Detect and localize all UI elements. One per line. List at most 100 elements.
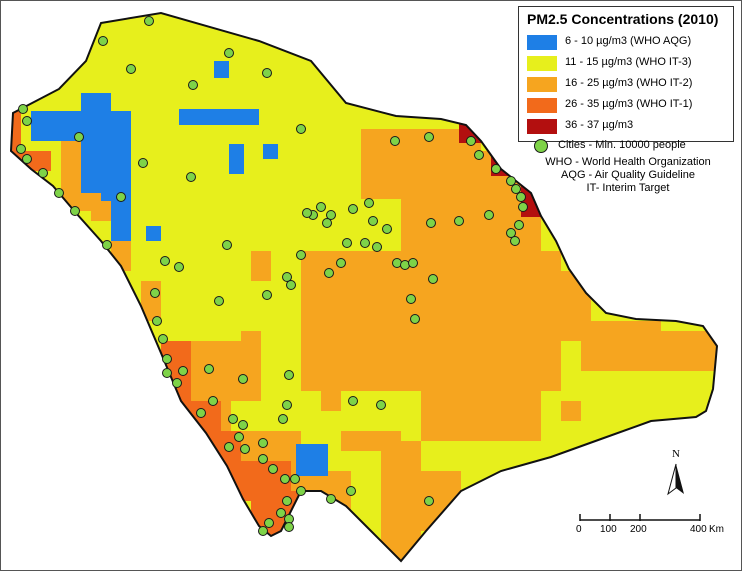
city-marker (296, 124, 306, 134)
city-marker (178, 366, 188, 376)
city-marker (382, 224, 392, 234)
scale-bar: 0 100 200 400 Km (572, 512, 732, 542)
city-marker (258, 454, 268, 464)
city-marker (510, 236, 520, 246)
legend-item-aqg: 6 - 10 µg/m3 (WHO AQG) (525, 33, 730, 51)
abbreviations-note: WHO - World Health Organization AQG - Ai… (528, 156, 728, 195)
city-marker (296, 486, 306, 496)
legend-swatch (527, 77, 557, 92)
city-marker (511, 184, 521, 194)
legend-label: 11 - 15 µg/m3 (WHO IT-3) (565, 56, 692, 68)
country-outline (9, 11, 719, 563)
city-marker (424, 132, 434, 142)
city-marker (408, 258, 418, 268)
legend-item-max: 36 - 37 µg/m3 (525, 117, 730, 135)
city-marker (390, 136, 400, 146)
cities-layer (16, 16, 528, 536)
scale-bar-graphic (579, 514, 701, 521)
city-marker (426, 218, 436, 228)
city-marker (16, 144, 26, 154)
city-marker (264, 518, 274, 528)
city-marker (160, 256, 170, 266)
legend-label: 26 - 35 µg/m3 (WHO IT-1) (565, 98, 693, 110)
city-marker (516, 192, 526, 202)
legend-label: 6 - 10 µg/m3 (WHO AQG) (565, 35, 692, 47)
abbr-it: IT- Interim Target (586, 182, 670, 194)
city-marker (228, 414, 238, 424)
city-marker (410, 314, 420, 324)
city-marker (98, 36, 108, 46)
legend-swatch (527, 119, 557, 134)
legend-label: 36 - 37 µg/m3 (565, 119, 634, 131)
city-marker (316, 202, 326, 212)
city-marker (346, 486, 356, 496)
city-marker (302, 208, 312, 218)
city-marker (290, 474, 300, 484)
city-marker (326, 494, 336, 504)
abbr-aqg: AQG - Air Quality Guideline (561, 169, 695, 181)
city-marker (284, 522, 294, 532)
city-marker (284, 370, 294, 380)
legend-title: PM2.5 Concentrations (2010) (527, 11, 719, 27)
city-marker (38, 168, 48, 178)
city-marker (126, 64, 136, 74)
city-marker (172, 378, 182, 388)
city-marker (238, 420, 248, 430)
abbr-who: WHO - World Health Organization (545, 156, 711, 168)
city-marker (18, 104, 28, 114)
north-label: N (672, 448, 680, 460)
north-arrow: N (664, 448, 688, 500)
city-marker (262, 290, 272, 300)
city-marker (364, 198, 374, 208)
city-marker (506, 228, 516, 238)
city-marker (280, 474, 290, 484)
legend-label: 16 - 25 µg/m3 (WHO IT-2) (565, 77, 693, 89)
scale-unit-label: Km (709, 524, 724, 535)
city-marker (238, 374, 248, 384)
legend-label: Cities - Min. 10000 people (558, 139, 686, 151)
city-marker (116, 192, 126, 202)
city-marker (514, 220, 524, 230)
city-marker (22, 116, 32, 126)
city-marker (360, 238, 370, 248)
city-marker (428, 274, 438, 284)
city-marker (70, 206, 80, 216)
city-marker (454, 216, 464, 226)
city-marker (144, 16, 154, 26)
city-marker (491, 164, 501, 174)
city-marker (102, 240, 112, 250)
city-marker (406, 294, 416, 304)
city-marker (296, 250, 306, 260)
city-marker (324, 268, 334, 278)
scale-tick-label: 400 (690, 524, 707, 535)
city-marker (322, 218, 332, 228)
city-marker (268, 464, 278, 474)
city-marker (342, 238, 352, 248)
city-marker (214, 296, 224, 306)
city-marker (240, 444, 250, 454)
city-marker (162, 354, 172, 364)
city-marker (54, 188, 64, 198)
legend-swatch (527, 56, 557, 71)
city-marker (336, 258, 346, 268)
scale-tick-label: 0 (576, 524, 582, 535)
city-marker (162, 368, 172, 378)
city-marker (506, 176, 516, 186)
legend-item-it2: 16 - 25 µg/m3 (WHO IT-2) (525, 75, 730, 93)
city-marker (276, 508, 286, 518)
city-marker (372, 242, 382, 252)
city-marker (196, 408, 206, 418)
city-marker (484, 210, 494, 220)
city-marker (152, 316, 162, 326)
scale-tick-label: 200 (630, 524, 647, 535)
city-marker (278, 414, 288, 424)
city-marker (224, 48, 234, 58)
city-marker (348, 396, 358, 406)
city-marker (326, 210, 336, 220)
city-marker (262, 68, 272, 78)
city-marker (234, 432, 244, 442)
city-marker (138, 158, 148, 168)
legend-item-cities: Cities - Min. 10000 people (524, 137, 734, 155)
city-marker (188, 80, 198, 90)
